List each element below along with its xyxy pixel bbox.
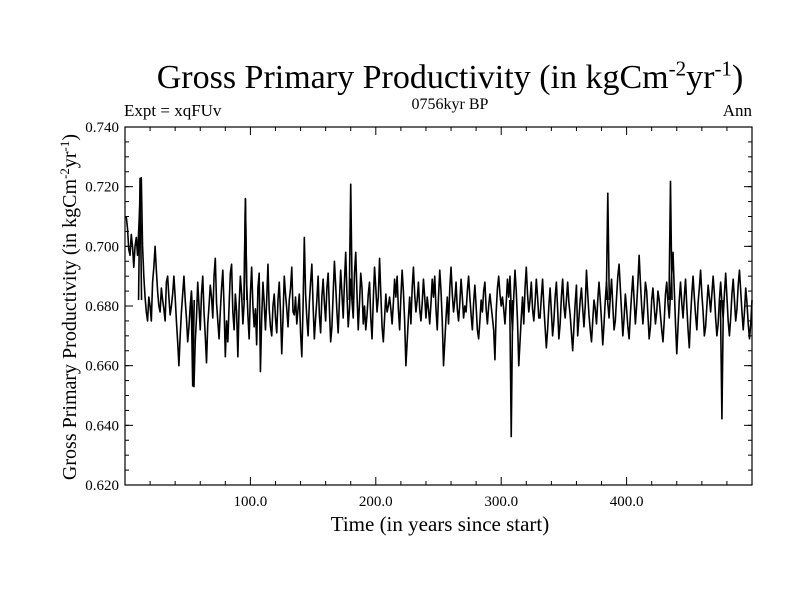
y-axis-label: Gross Primary Productivity (in kgCm-2yr-… [57,134,81,480]
svg-text:Gross Primary Productivity (in: Gross Primary Productivity (in kgCm-2yr-… [57,134,81,480]
chart-title: Gross Primary Productivity (in kgCm-2yr-… [0,58,800,98]
axis-tick-labels: 0.620 0.640 0.660 0.680 0.700 0.720 0.740 100.0… [85,120,643,510]
y-tick-label: 0.640 [85,418,119,434]
chart-title-text: Gross Primary Productivity (in kgCm [156,59,669,96]
x-axis-label: Time (in years since start) [330,512,550,536]
series-extreme-point [348,183,354,301]
x-tick-label: 400.0 [610,494,644,510]
plot-frame [124,126,753,486]
y-tick-label: 0.680 [85,299,119,315]
y-axis-label-sup-2: -1 [57,141,72,152]
series-line-0 [125,176,753,388]
season-label: Ann [722,101,752,120]
experiment-label: Expt = xqFUv [124,101,222,120]
y-tick-label: 0.740 [85,120,119,136]
y-axis-label-mid: yr [59,151,81,168]
y-tick-label: 0.620 [85,478,119,494]
axis-ticks [125,126,752,486]
y-tick-label: 0.700 [85,239,119,255]
y-axis-label-sup-1: -2 [57,168,72,179]
x-tick-label: 100.0 [234,494,268,510]
x-tick-label: 300.0 [484,494,518,510]
chart-title-mid: yr [686,59,715,96]
series-extreme-point [605,192,611,301]
series-extreme-point [137,177,143,301]
y-axis-label-end: ) [59,134,81,141]
y-tick-label: 0.720 [85,180,119,196]
chart-title-end: ) [731,59,744,96]
series-extreme-point [719,300,725,420]
chart-title-sup-1: -2 [668,56,687,81]
series-group [125,176,753,438]
chart-subtitle: 0756kyr BP [411,96,489,113]
series-extreme-point [190,300,196,387]
y-axis-label-text: Gross Primary Productivity (in kgCm [59,179,81,481]
chart-title-sup-2: -1 [714,56,732,81]
x-tick-label: 200.0 [359,494,393,510]
series-extreme-point [508,300,514,438]
series-extreme-point [243,198,248,301]
series-extreme-point [668,180,673,301]
y-tick-label: 0.660 [85,359,119,375]
